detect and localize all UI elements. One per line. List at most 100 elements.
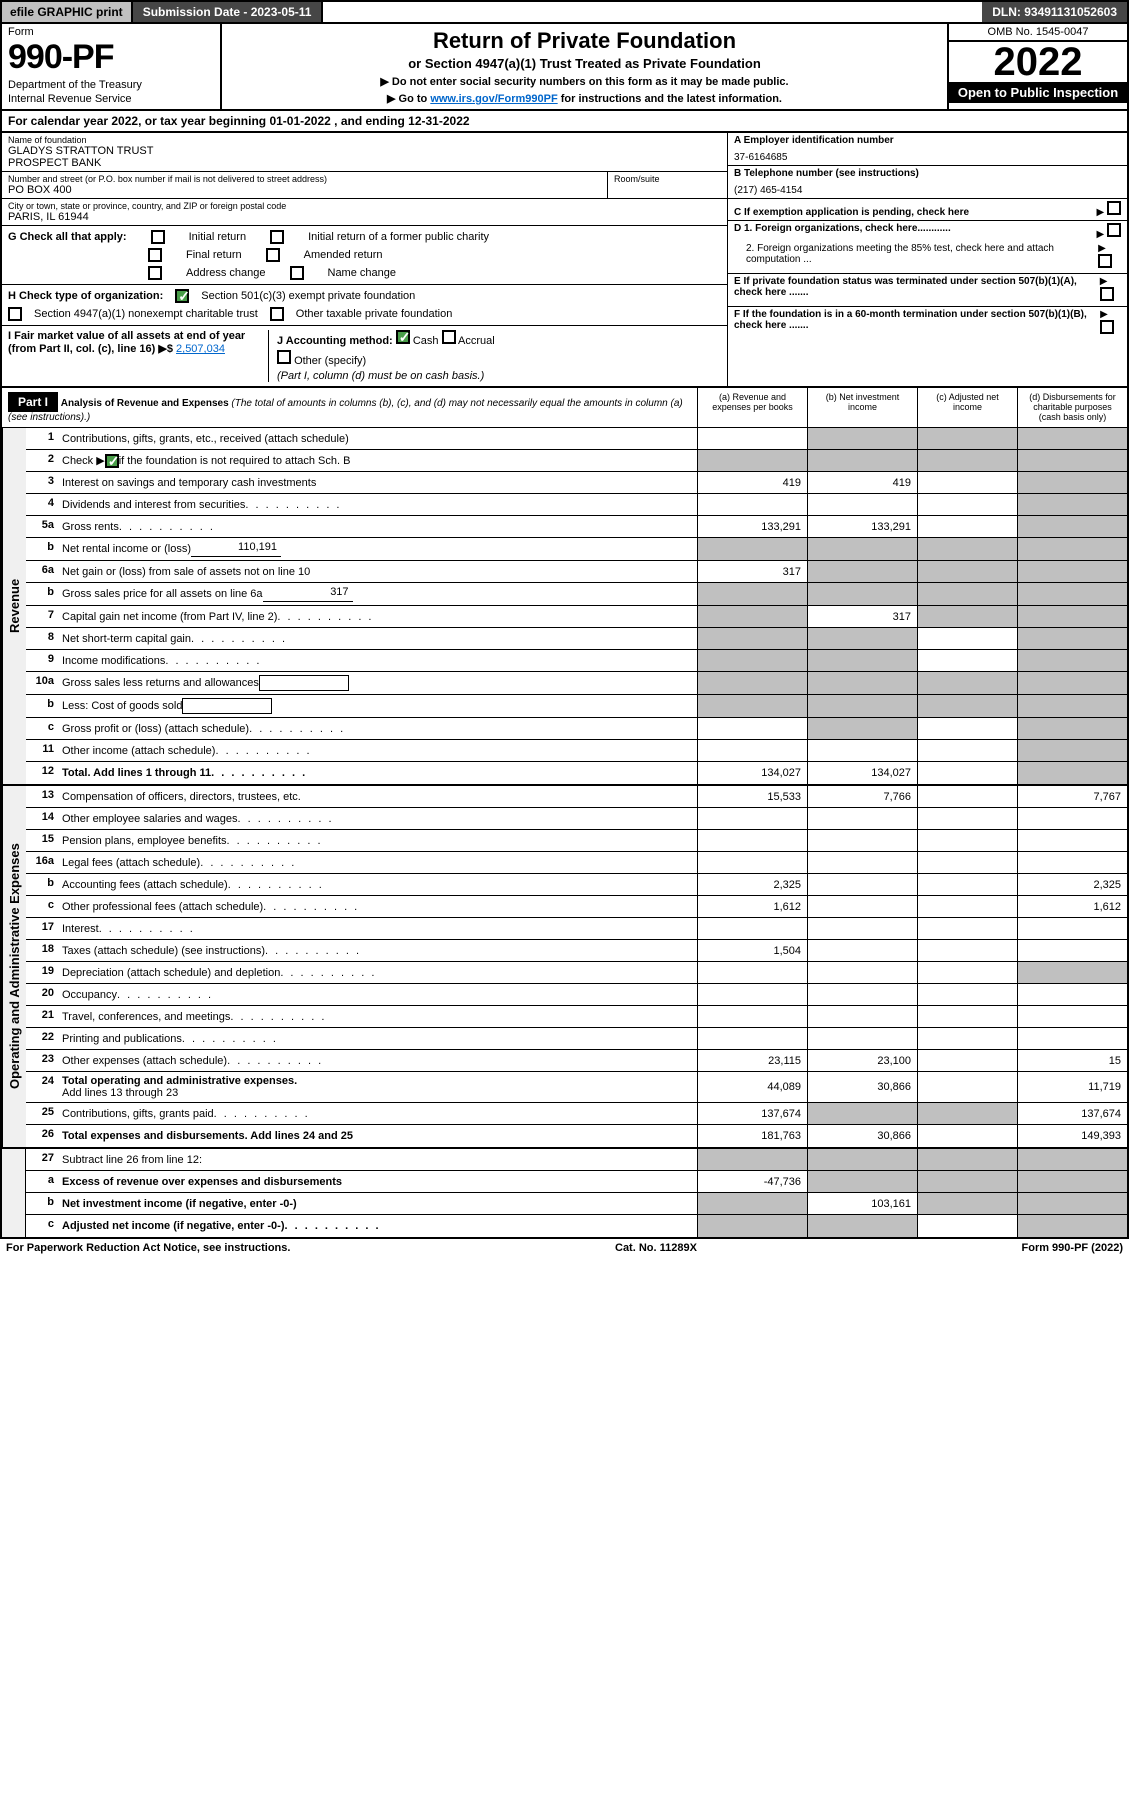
section-g: G Check all that apply: Initial return I…: [2, 226, 727, 285]
line-no: 17: [26, 918, 58, 939]
line-no: a: [26, 1171, 58, 1192]
line-23: Other expenses (attach schedule): [58, 1050, 697, 1071]
line-13: Compensation of officers, directors, tru…: [58, 786, 697, 807]
efile-print-button[interactable]: efile GRAPHIC print: [2, 2, 133, 22]
l27b-d: [1017, 1193, 1127, 1214]
checkbox-f[interactable]: [1100, 320, 1114, 334]
l1-a: [697, 428, 807, 449]
checkbox-e[interactable]: [1100, 287, 1114, 301]
l24-c: [917, 1072, 1017, 1102]
topbar: efile GRAPHIC print Submission Date - 20…: [0, 0, 1129, 24]
l22-b: [807, 1028, 917, 1049]
l10b-b: [807, 695, 917, 717]
line-16c: Other professional fees (attach schedule…: [58, 896, 697, 917]
line-27b: Net investment income (if negative, ente…: [58, 1193, 697, 1214]
line-22: Printing and publications: [58, 1028, 697, 1049]
g-o4: Amended return: [304, 249, 383, 261]
checkbox-initial-former[interactable]: [270, 230, 284, 244]
line-16b: Accounting fees (attach schedule): [58, 874, 697, 895]
l1-b: [807, 428, 917, 449]
l22-a: [697, 1028, 807, 1049]
checkbox-other-method[interactable]: [277, 350, 291, 364]
form-title: Return of Private Foundation: [232, 28, 937, 54]
line-no: 2: [26, 450, 58, 471]
city-cell: City or town, state or province, country…: [2, 199, 727, 226]
l1-d: [1017, 428, 1127, 449]
irs-link[interactable]: www.irs.gov/Form990PF: [430, 93, 557, 105]
checkbox-name-change[interactable]: [290, 266, 304, 280]
col-d-hdr: (d) Disbursements for charitable purpose…: [1017, 388, 1127, 427]
line-25: Contributions, gifts, grants paid: [58, 1103, 697, 1124]
l21-d: [1017, 1006, 1127, 1027]
l20-c: [917, 984, 1017, 1005]
l10b-a: [697, 695, 807, 717]
line-no: b: [26, 695, 58, 717]
l25-a: 137,674: [697, 1103, 807, 1124]
l10a-d: [1017, 672, 1127, 694]
l26-d: 149,393: [1017, 1125, 1127, 1147]
part1-title: Analysis of Revenue and Expenses: [61, 398, 229, 409]
checkbox-501c3[interactable]: [175, 289, 189, 303]
ein-val: 37-6164685: [734, 152, 1121, 163]
l8-d: [1017, 628, 1127, 649]
line-27: Subtract line 26 from line 12:: [58, 1149, 697, 1170]
l27c-a: [697, 1215, 807, 1237]
l23-c: [917, 1050, 1017, 1071]
line-5a: Gross rents: [58, 516, 697, 537]
line-27a: Excess of revenue over expenses and disb…: [58, 1171, 697, 1192]
checkbox-address-change[interactable]: [148, 266, 162, 280]
checkbox-amended[interactable]: [266, 248, 280, 262]
checkbox-exemption[interactable]: [1107, 201, 1121, 215]
checkbox-4947a1[interactable]: [8, 307, 22, 321]
l5a-a: 133,291: [697, 516, 807, 537]
foundation-name-1: GLADYS STRATTON TRUST: [8, 145, 721, 157]
side-spacer: [2, 1149, 26, 1237]
l6a-c: [917, 561, 1017, 582]
line-no: 27: [26, 1149, 58, 1170]
year-block: OMB No. 1545-0047 2022 Open to Public In…: [947, 24, 1127, 109]
line-6b: Gross sales price for all assets on line…: [58, 583, 697, 605]
footer-mid: Cat. No. 11289X: [615, 1242, 697, 1254]
l27-d: [1017, 1149, 1127, 1170]
l14-b: [807, 808, 917, 829]
l16b-d: 2,325: [1017, 874, 1127, 895]
line-no: 16a: [26, 852, 58, 873]
l17-d: [1017, 918, 1127, 939]
checkbox-accrual[interactable]: [442, 330, 456, 344]
line-no: 21: [26, 1006, 58, 1027]
l10b-box: [182, 698, 272, 714]
form-header: Form 990-PF Department of the Treasury I…: [0, 24, 1129, 109]
line-2: Check ▶ if the foundation is not require…: [58, 450, 697, 471]
checkbox-cash[interactable]: [396, 330, 410, 344]
d2-label: 2. Foreign organizations meeting the 85%…: [734, 243, 1098, 271]
l11-a: [697, 740, 807, 761]
checkbox-initial-return[interactable]: [151, 230, 165, 244]
checkbox-d1[interactable]: [1107, 223, 1121, 237]
line-5b: Net rental income or (loss) 110,191: [58, 538, 697, 560]
j-note: (Part I, column (d) must be on cash basi…: [277, 370, 721, 382]
line-10c: Gross profit or (loss) (attach schedule): [58, 718, 697, 739]
open-public: Open to Public Inspection: [949, 82, 1127, 103]
l5b-c: [917, 538, 1017, 560]
l19-d: [1017, 962, 1127, 983]
foundation-name-cell: Name of foundation GLADYS STRATTON TRUST…: [2, 133, 727, 172]
l9-c: [917, 650, 1017, 671]
line-no: 19: [26, 962, 58, 983]
l4-c: [917, 494, 1017, 515]
checkbox-d2[interactable]: [1098, 254, 1112, 268]
g-o2: Initial return of a former public charit…: [308, 231, 489, 243]
line-24: Total operating and administrative expen…: [58, 1072, 697, 1102]
l13-d: 7,767: [1017, 786, 1127, 807]
city-val: PARIS, IL 61944: [8, 211, 721, 223]
line-no: 14: [26, 808, 58, 829]
fmv-value: 2,507,034: [176, 343, 225, 355]
checkbox-final-return[interactable]: [148, 248, 162, 262]
l16b-c: [917, 874, 1017, 895]
line-26: Total expenses and disbursements. Add li…: [58, 1125, 697, 1147]
l6b-b: [807, 583, 917, 605]
checkbox-other-taxable[interactable]: [270, 307, 284, 321]
line-no: 13: [26, 786, 58, 807]
checkbox-schb[interactable]: [105, 454, 119, 468]
l13-b: 7,766: [807, 786, 917, 807]
j-accrual: Accrual: [458, 335, 495, 347]
